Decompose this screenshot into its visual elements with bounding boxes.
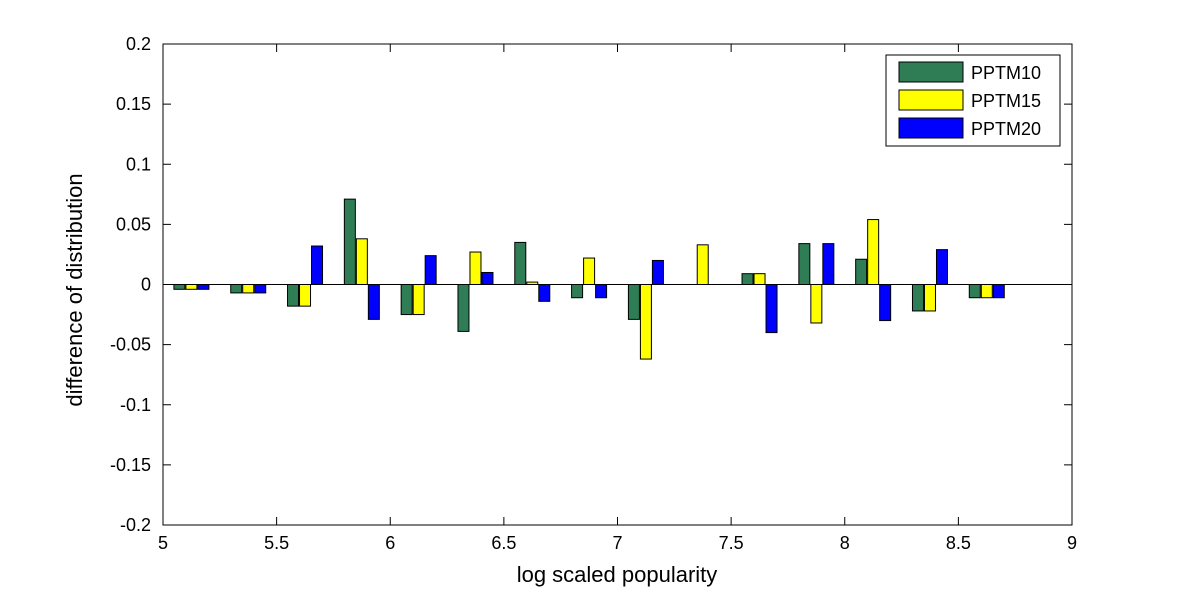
y-axis-label: difference of distribution (62, 173, 87, 406)
y-tick-label: -0.1 (120, 395, 151, 415)
y-tick-label: -0.2 (120, 515, 151, 535)
bar-pptm15-0 (185, 284, 198, 290)
bar-pptm20-7 (595, 284, 608, 299)
bar-pptm15-5 (469, 251, 482, 285)
bar-pptm10-4 (400, 284, 413, 316)
bar-pptm10-8 (627, 284, 640, 320)
y-tick-label: 0.15 (116, 94, 151, 114)
bar-pptm15-9 (696, 244, 709, 286)
legend-swatch-pptm15 (898, 89, 964, 111)
legend: PPTM10 PPTM15 PPTM20 (885, 54, 1061, 147)
bar-pptm20-2 (311, 245, 324, 286)
bar-pptm20-6 (538, 284, 551, 302)
bar-pptm10-3 (343, 198, 356, 285)
x-tick-label: 7 (612, 533, 622, 553)
legend-swatch-pptm10 (898, 61, 964, 83)
bar-pptm20-8 (651, 259, 664, 286)
x-tick-label: 8 (840, 533, 850, 553)
bar-pptm15-4 (412, 284, 425, 316)
bar-pptm20-10 (765, 284, 778, 334)
x-axis: 5 5.5 6 6.5 7 7.5 8 8.5 9 (158, 44, 1077, 553)
bar-pptm20-0 (197, 284, 210, 290)
legend-label-pptm10: PPTM10 (971, 63, 1041, 83)
y-tick-label: -0.15 (110, 455, 151, 475)
bars-group (173, 198, 1005, 360)
legend-swatch-pptm20 (898, 117, 964, 139)
bar-pptm15-8 (639, 284, 652, 360)
y-tick-label: 0.05 (116, 214, 151, 234)
y-tick-label: -0.05 (110, 335, 151, 355)
legend-label-pptm20: PPTM20 (971, 119, 1041, 139)
bar-pptm10-11 (798, 243, 811, 286)
x-tick-label: 9 (1067, 533, 1077, 553)
bar-pptm20-5 (481, 271, 494, 286)
x-tick-label: 7.5 (719, 533, 744, 553)
bar-pptm20-12 (879, 284, 892, 322)
bar-pptm20-14 (992, 284, 1005, 299)
bar-pptm15-2 (299, 284, 312, 307)
bar-pptm20-11 (822, 243, 835, 286)
bar-pptm15-3 (355, 238, 368, 285)
bar-pptm10-13 (911, 284, 924, 312)
x-tick-label: 5 (158, 533, 168, 553)
y-tick-label: 0.1 (126, 154, 151, 174)
bar-pptm20-4 (424, 255, 437, 285)
bar-pptm15-12 (867, 219, 880, 285)
x-tick-label: 6 (385, 533, 395, 553)
bar-pptm20-3 (367, 284, 380, 320)
bar-pptm15-1 (242, 284, 255, 294)
bar-pptm10-7 (571, 284, 584, 299)
bar-pptm10-5 (457, 284, 470, 332)
bar-pptm10-14 (968, 284, 981, 299)
bar-pptm10-0 (173, 284, 186, 290)
bar-pptm15-10 (753, 273, 766, 285)
x-tick-label: 5.5 (264, 533, 289, 553)
bar-pptm15-11 (810, 284, 823, 324)
y-tick-label: 0.2 (126, 34, 151, 54)
x-tick-label: 6.5 (491, 533, 516, 553)
bar-pptm10-12 (855, 258, 868, 285)
bar-pptm15-13 (923, 284, 936, 312)
bar-pptm10-2 (287, 284, 300, 307)
legend-label-pptm15: PPTM15 (971, 91, 1041, 111)
y-tick-label: 0 (141, 275, 151, 295)
bar-pptm20-13 (935, 249, 948, 286)
bar-pptm10-1 (230, 284, 243, 294)
x-tick-label: 8.5 (946, 533, 971, 553)
y-axis: -0.2 -0.15 -0.1 -0.05 0 0.05 0.1 0.15 0.2 (110, 34, 1072, 535)
x-axis-label: log scaled popularity (517, 562, 718, 587)
bar-pptm10-6 (514, 241, 527, 286)
bar-pptm10-10 (741, 273, 754, 285)
bar-pptm15-14 (980, 284, 993, 299)
bar-pptm15-7 (583, 257, 596, 286)
bar-pptm20-1 (254, 284, 267, 294)
